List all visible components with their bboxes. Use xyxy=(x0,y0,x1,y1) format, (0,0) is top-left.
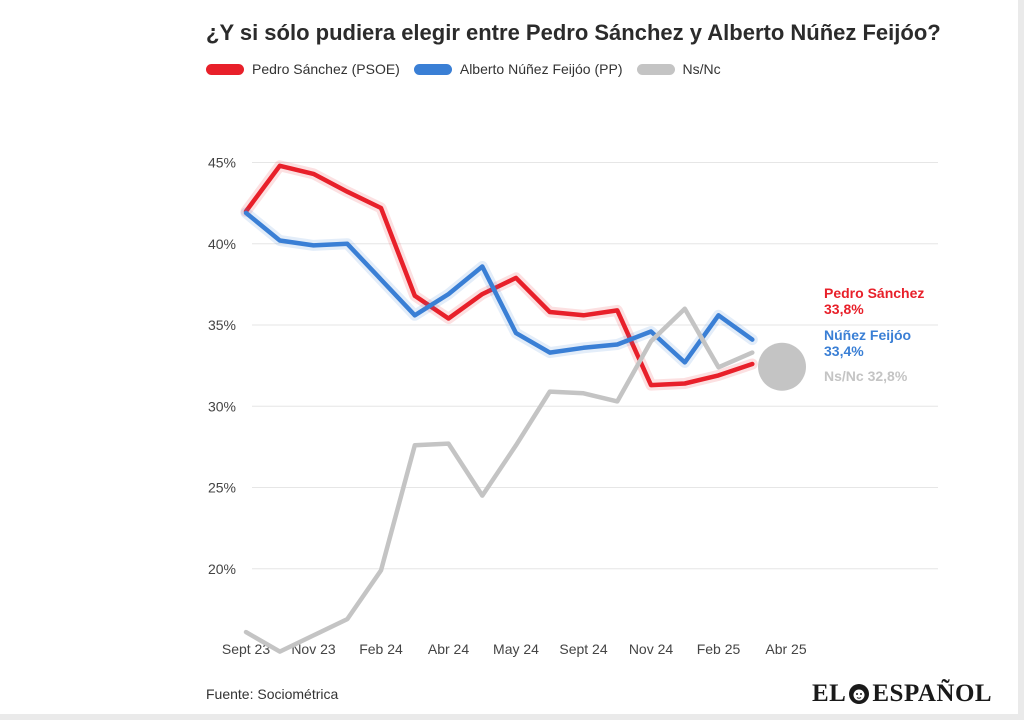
chart-title: ¿Y si sólo pudiera elegir entre Pedro Sá… xyxy=(206,20,941,45)
logo-text-left: EL xyxy=(812,680,847,707)
end-label-pp-value: 33,4% xyxy=(824,343,864,359)
right-frame-border xyxy=(1018,0,1024,720)
series-line xyxy=(243,306,755,654)
series-line xyxy=(243,163,755,388)
x-tick-label: Nov 24 xyxy=(629,641,674,657)
x-tick-label: Abr 25 xyxy=(765,641,806,657)
end-label-psoe-name: Pedro Sánchez xyxy=(824,285,924,301)
end-marker-nsnc xyxy=(758,342,806,391)
end-label-psoe-value: 33,8% xyxy=(824,301,864,317)
chart-legend: Pedro Sánchez (PSOE) Alberto Núñez Feijó… xyxy=(206,61,735,77)
x-tick-label: May 24 xyxy=(493,641,539,657)
source-note: Fuente: Sociométrica xyxy=(206,686,339,702)
x-tick-label: Abr 24 xyxy=(428,641,469,657)
x-tick-label: Sept 24 xyxy=(559,641,607,657)
y-tick-label: 45% xyxy=(208,155,236,171)
end-label-nsnc: Ns/Nc 32,8% xyxy=(824,368,908,384)
legend-item-psoe: Pedro Sánchez (PSOE) xyxy=(206,61,400,77)
legend-label-nsnc: Ns/Nc xyxy=(682,61,721,77)
y-tick-label: 40% xyxy=(208,236,236,252)
bottom-frame-border xyxy=(0,714,1024,720)
x-tick-label: Nov 23 xyxy=(291,641,336,657)
legend-item-pp: Alberto Núñez Feijóo (PP) xyxy=(413,61,623,77)
legend-item-nsnc: Ns/Nc xyxy=(636,61,721,77)
x-tick-label: Sept 23 xyxy=(222,641,270,657)
series-line-halo xyxy=(240,207,758,368)
lion-icon xyxy=(849,684,870,704)
y-tick-label: 35% xyxy=(208,317,236,333)
x-tick-label: Feb 25 xyxy=(697,641,741,657)
y-tick-label: 30% xyxy=(208,398,236,414)
end-label-pp-name: Núñez Feijóo xyxy=(824,327,911,343)
legend-swatch-nsnc xyxy=(636,63,675,75)
el-espanol-logo: EL ESPAÑOL xyxy=(812,680,992,708)
legend-swatch-psoe xyxy=(206,63,244,75)
y-tick-label: 20% xyxy=(208,561,236,577)
legend-swatch-pp xyxy=(413,63,452,75)
y-tick-label: 25% xyxy=(208,480,236,496)
legend-label-pp: Alberto Núñez Feijóo (PP) xyxy=(459,61,623,77)
logo-text-right: ESPAÑOL xyxy=(872,680,993,707)
series-line xyxy=(243,210,755,365)
x-tick-label: Feb 24 xyxy=(359,641,403,657)
legend-label-psoe: Pedro Sánchez (PSOE) xyxy=(252,61,400,77)
